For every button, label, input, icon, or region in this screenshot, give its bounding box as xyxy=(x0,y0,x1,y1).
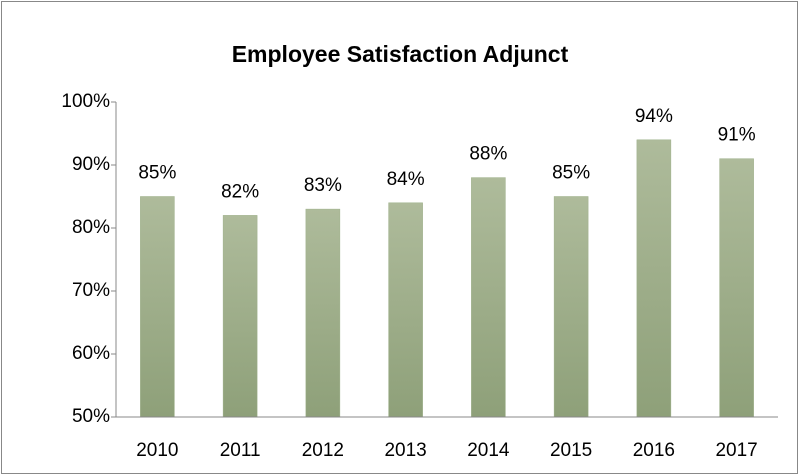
x-tick-label: 2016 xyxy=(633,440,675,461)
data-label: 88% xyxy=(469,144,507,165)
y-tick-label: 70% xyxy=(72,280,110,301)
data-label: 85% xyxy=(552,163,590,184)
data-label: 91% xyxy=(718,125,756,146)
y-tick-label: 50% xyxy=(72,406,110,427)
chart-title: Employee Satisfaction Adjunct xyxy=(232,41,569,67)
bar xyxy=(388,202,423,418)
x-tick-label: 2012 xyxy=(302,440,344,461)
data-label: 85% xyxy=(138,163,176,184)
x-tick-label: 2013 xyxy=(384,440,426,461)
y-tick-label: 100% xyxy=(61,91,110,112)
data-label: 83% xyxy=(304,175,342,196)
bar xyxy=(140,196,175,418)
y-tick-label: 90% xyxy=(72,154,110,175)
data-label: 84% xyxy=(387,169,425,190)
bar xyxy=(471,177,506,418)
data-label: 94% xyxy=(635,106,673,127)
bar xyxy=(222,215,258,418)
x-tick-label: 2010 xyxy=(136,440,178,461)
y-tick-label: 60% xyxy=(72,343,110,364)
x-tick-label: 2017 xyxy=(715,440,757,461)
data-label: 82% xyxy=(221,181,259,202)
bar xyxy=(305,208,341,418)
bar xyxy=(719,158,754,418)
x-tick-label: 2011 xyxy=(220,440,261,461)
x-tick-label: 2015 xyxy=(550,440,592,461)
bar xyxy=(636,139,672,418)
bar xyxy=(553,196,589,418)
x-tick-label: 2014 xyxy=(467,440,510,461)
y-tick-label: 80% xyxy=(72,217,110,238)
